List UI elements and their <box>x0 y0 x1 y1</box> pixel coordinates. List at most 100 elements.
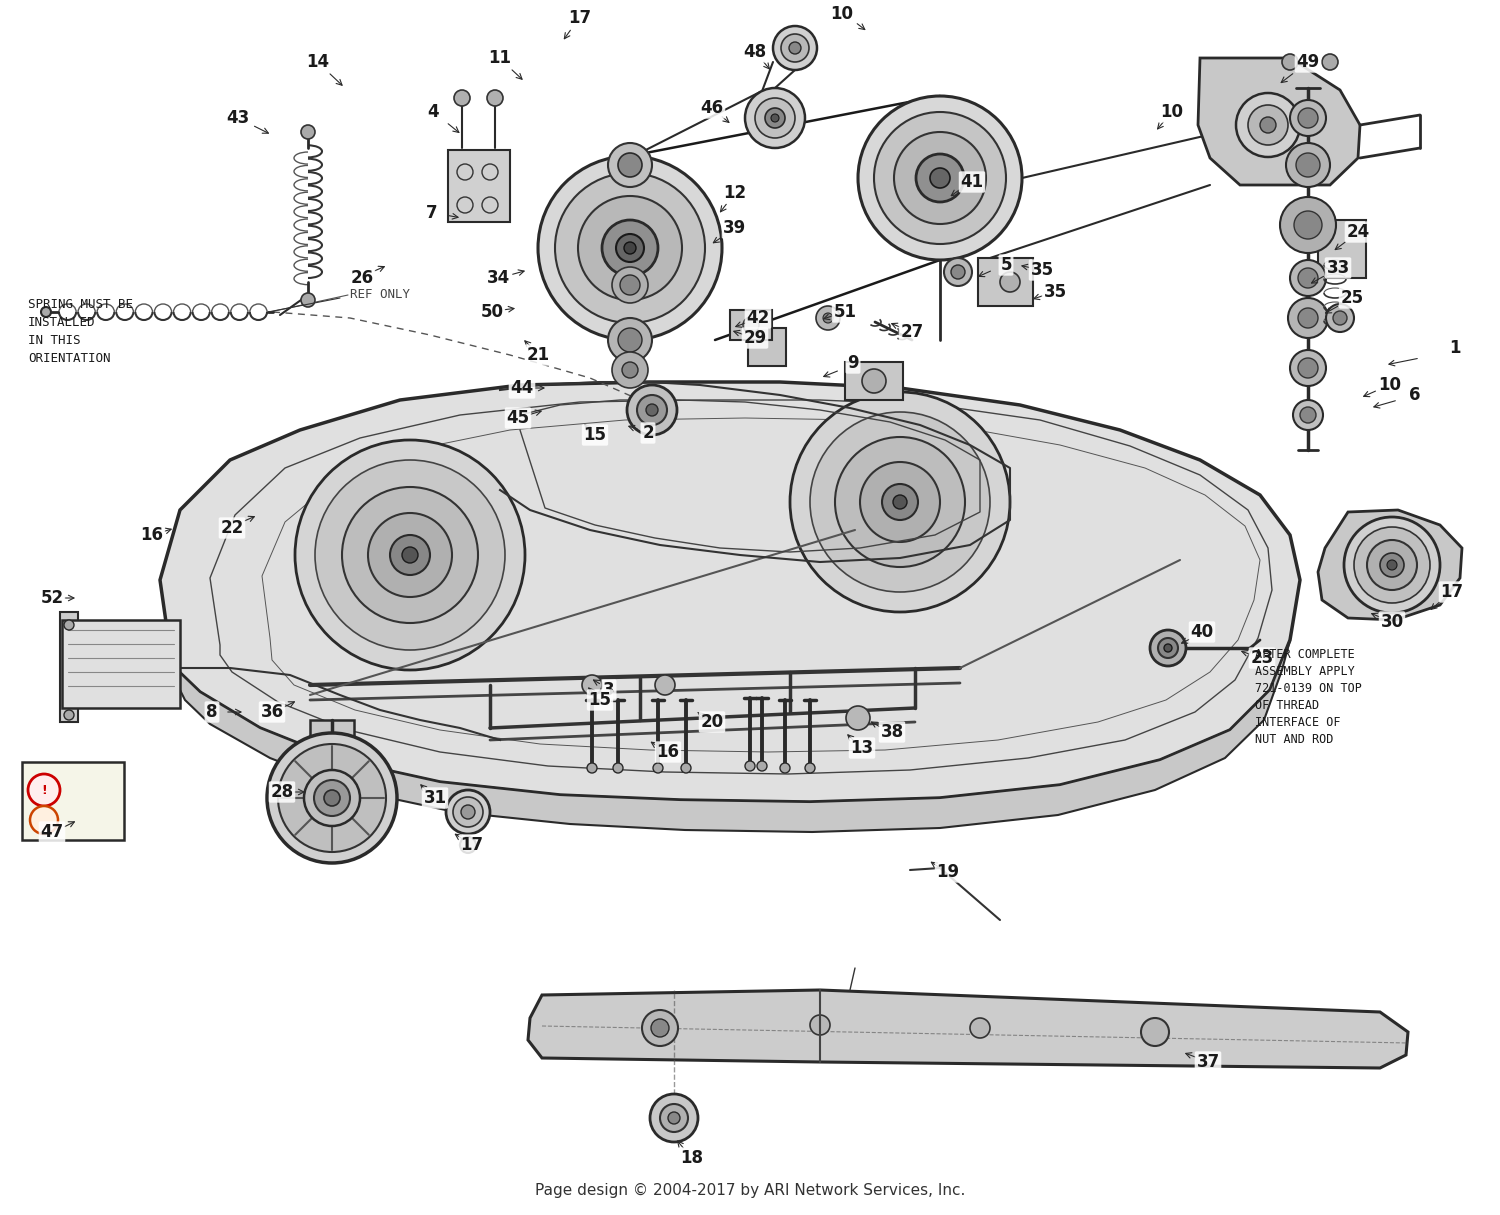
Circle shape <box>642 1010 678 1046</box>
Circle shape <box>627 385 676 435</box>
Circle shape <box>1298 307 1318 328</box>
Circle shape <box>612 352 648 388</box>
Circle shape <box>1294 211 1322 239</box>
Circle shape <box>618 328 642 352</box>
Circle shape <box>453 797 483 827</box>
Text: 45: 45 <box>507 409 530 426</box>
Circle shape <box>916 154 964 202</box>
Circle shape <box>402 547 418 563</box>
Circle shape <box>586 763 597 773</box>
Text: 38: 38 <box>880 723 903 741</box>
Circle shape <box>1142 1018 1168 1046</box>
Circle shape <box>578 196 682 300</box>
Circle shape <box>1290 350 1326 386</box>
Circle shape <box>1288 298 1328 338</box>
Text: 3: 3 <box>603 680 615 699</box>
Circle shape <box>454 90 470 106</box>
Circle shape <box>342 487 478 623</box>
Bar <box>60 612 78 722</box>
Text: 7: 7 <box>426 204 438 222</box>
Text: 40: 40 <box>1191 623 1214 642</box>
Circle shape <box>810 412 990 592</box>
Circle shape <box>390 535 430 575</box>
Circle shape <box>1380 553 1404 577</box>
Circle shape <box>660 1104 688 1132</box>
Text: 27: 27 <box>900 323 924 341</box>
Circle shape <box>1344 518 1440 614</box>
Text: 21: 21 <box>526 346 549 364</box>
Circle shape <box>368 513 452 597</box>
Text: 47: 47 <box>40 823 63 841</box>
Text: 46: 46 <box>700 98 723 117</box>
Text: 52: 52 <box>40 589 63 608</box>
Text: !: ! <box>40 784 46 797</box>
Text: 25: 25 <box>1341 289 1364 307</box>
Text: 50: 50 <box>480 303 504 321</box>
Circle shape <box>324 790 340 806</box>
Polygon shape <box>160 382 1300 802</box>
Circle shape <box>612 267 648 303</box>
Circle shape <box>302 125 315 139</box>
Circle shape <box>859 462 940 542</box>
Circle shape <box>1290 100 1326 136</box>
Circle shape <box>746 87 806 148</box>
Text: 24: 24 <box>1347 224 1370 241</box>
Circle shape <box>771 114 778 122</box>
Bar <box>730 310 772 340</box>
Text: 16: 16 <box>657 744 680 761</box>
Text: 30: 30 <box>1380 614 1404 631</box>
Text: 1: 1 <box>1449 339 1461 357</box>
Circle shape <box>746 761 754 772</box>
Text: 19: 19 <box>936 863 960 881</box>
Circle shape <box>892 495 908 509</box>
Circle shape <box>1334 311 1347 324</box>
Circle shape <box>790 392 1010 612</box>
Circle shape <box>64 710 74 720</box>
Text: 23: 23 <box>1251 649 1274 667</box>
Circle shape <box>668 1112 680 1124</box>
Bar <box>748 328 786 366</box>
Circle shape <box>608 318 652 362</box>
Circle shape <box>1236 94 1300 157</box>
Circle shape <box>460 837 476 853</box>
Circle shape <box>1322 53 1338 70</box>
Circle shape <box>278 744 386 852</box>
Text: 5: 5 <box>1000 256 1011 275</box>
Circle shape <box>646 405 658 416</box>
Text: SPRING MUST BE
INSTALLED
IN THIS
ORIENTATION: SPRING MUST BE INSTALLED IN THIS ORIENTA… <box>28 298 134 364</box>
Circle shape <box>608 143 652 187</box>
Text: 16: 16 <box>141 526 164 544</box>
Text: 15: 15 <box>584 426 606 443</box>
Circle shape <box>64 620 74 631</box>
Circle shape <box>555 173 705 323</box>
Text: 31: 31 <box>423 789 447 807</box>
Circle shape <box>1248 104 1288 145</box>
Text: 28: 28 <box>270 782 294 801</box>
Circle shape <box>1366 539 1417 590</box>
Text: REF ONLY: REF ONLY <box>350 288 410 301</box>
Bar <box>978 258 1034 306</box>
Circle shape <box>616 234 644 262</box>
Circle shape <box>1158 638 1178 659</box>
Circle shape <box>874 112 1007 244</box>
Circle shape <box>267 733 398 863</box>
Circle shape <box>40 307 51 317</box>
Bar <box>448 149 510 222</box>
Circle shape <box>944 258 972 286</box>
Circle shape <box>846 706 870 730</box>
Circle shape <box>314 780 350 816</box>
Circle shape <box>1286 143 1330 187</box>
Circle shape <box>538 156 722 340</box>
Circle shape <box>816 306 840 330</box>
Circle shape <box>836 437 964 567</box>
Circle shape <box>930 168 950 188</box>
Circle shape <box>582 676 602 695</box>
Polygon shape <box>1198 58 1360 185</box>
Text: 39: 39 <box>723 219 747 237</box>
Polygon shape <box>528 990 1408 1068</box>
Circle shape <box>1354 527 1430 603</box>
Circle shape <box>614 763 622 773</box>
Circle shape <box>1293 400 1323 430</box>
Text: 41: 41 <box>960 173 984 191</box>
Circle shape <box>1298 108 1318 128</box>
